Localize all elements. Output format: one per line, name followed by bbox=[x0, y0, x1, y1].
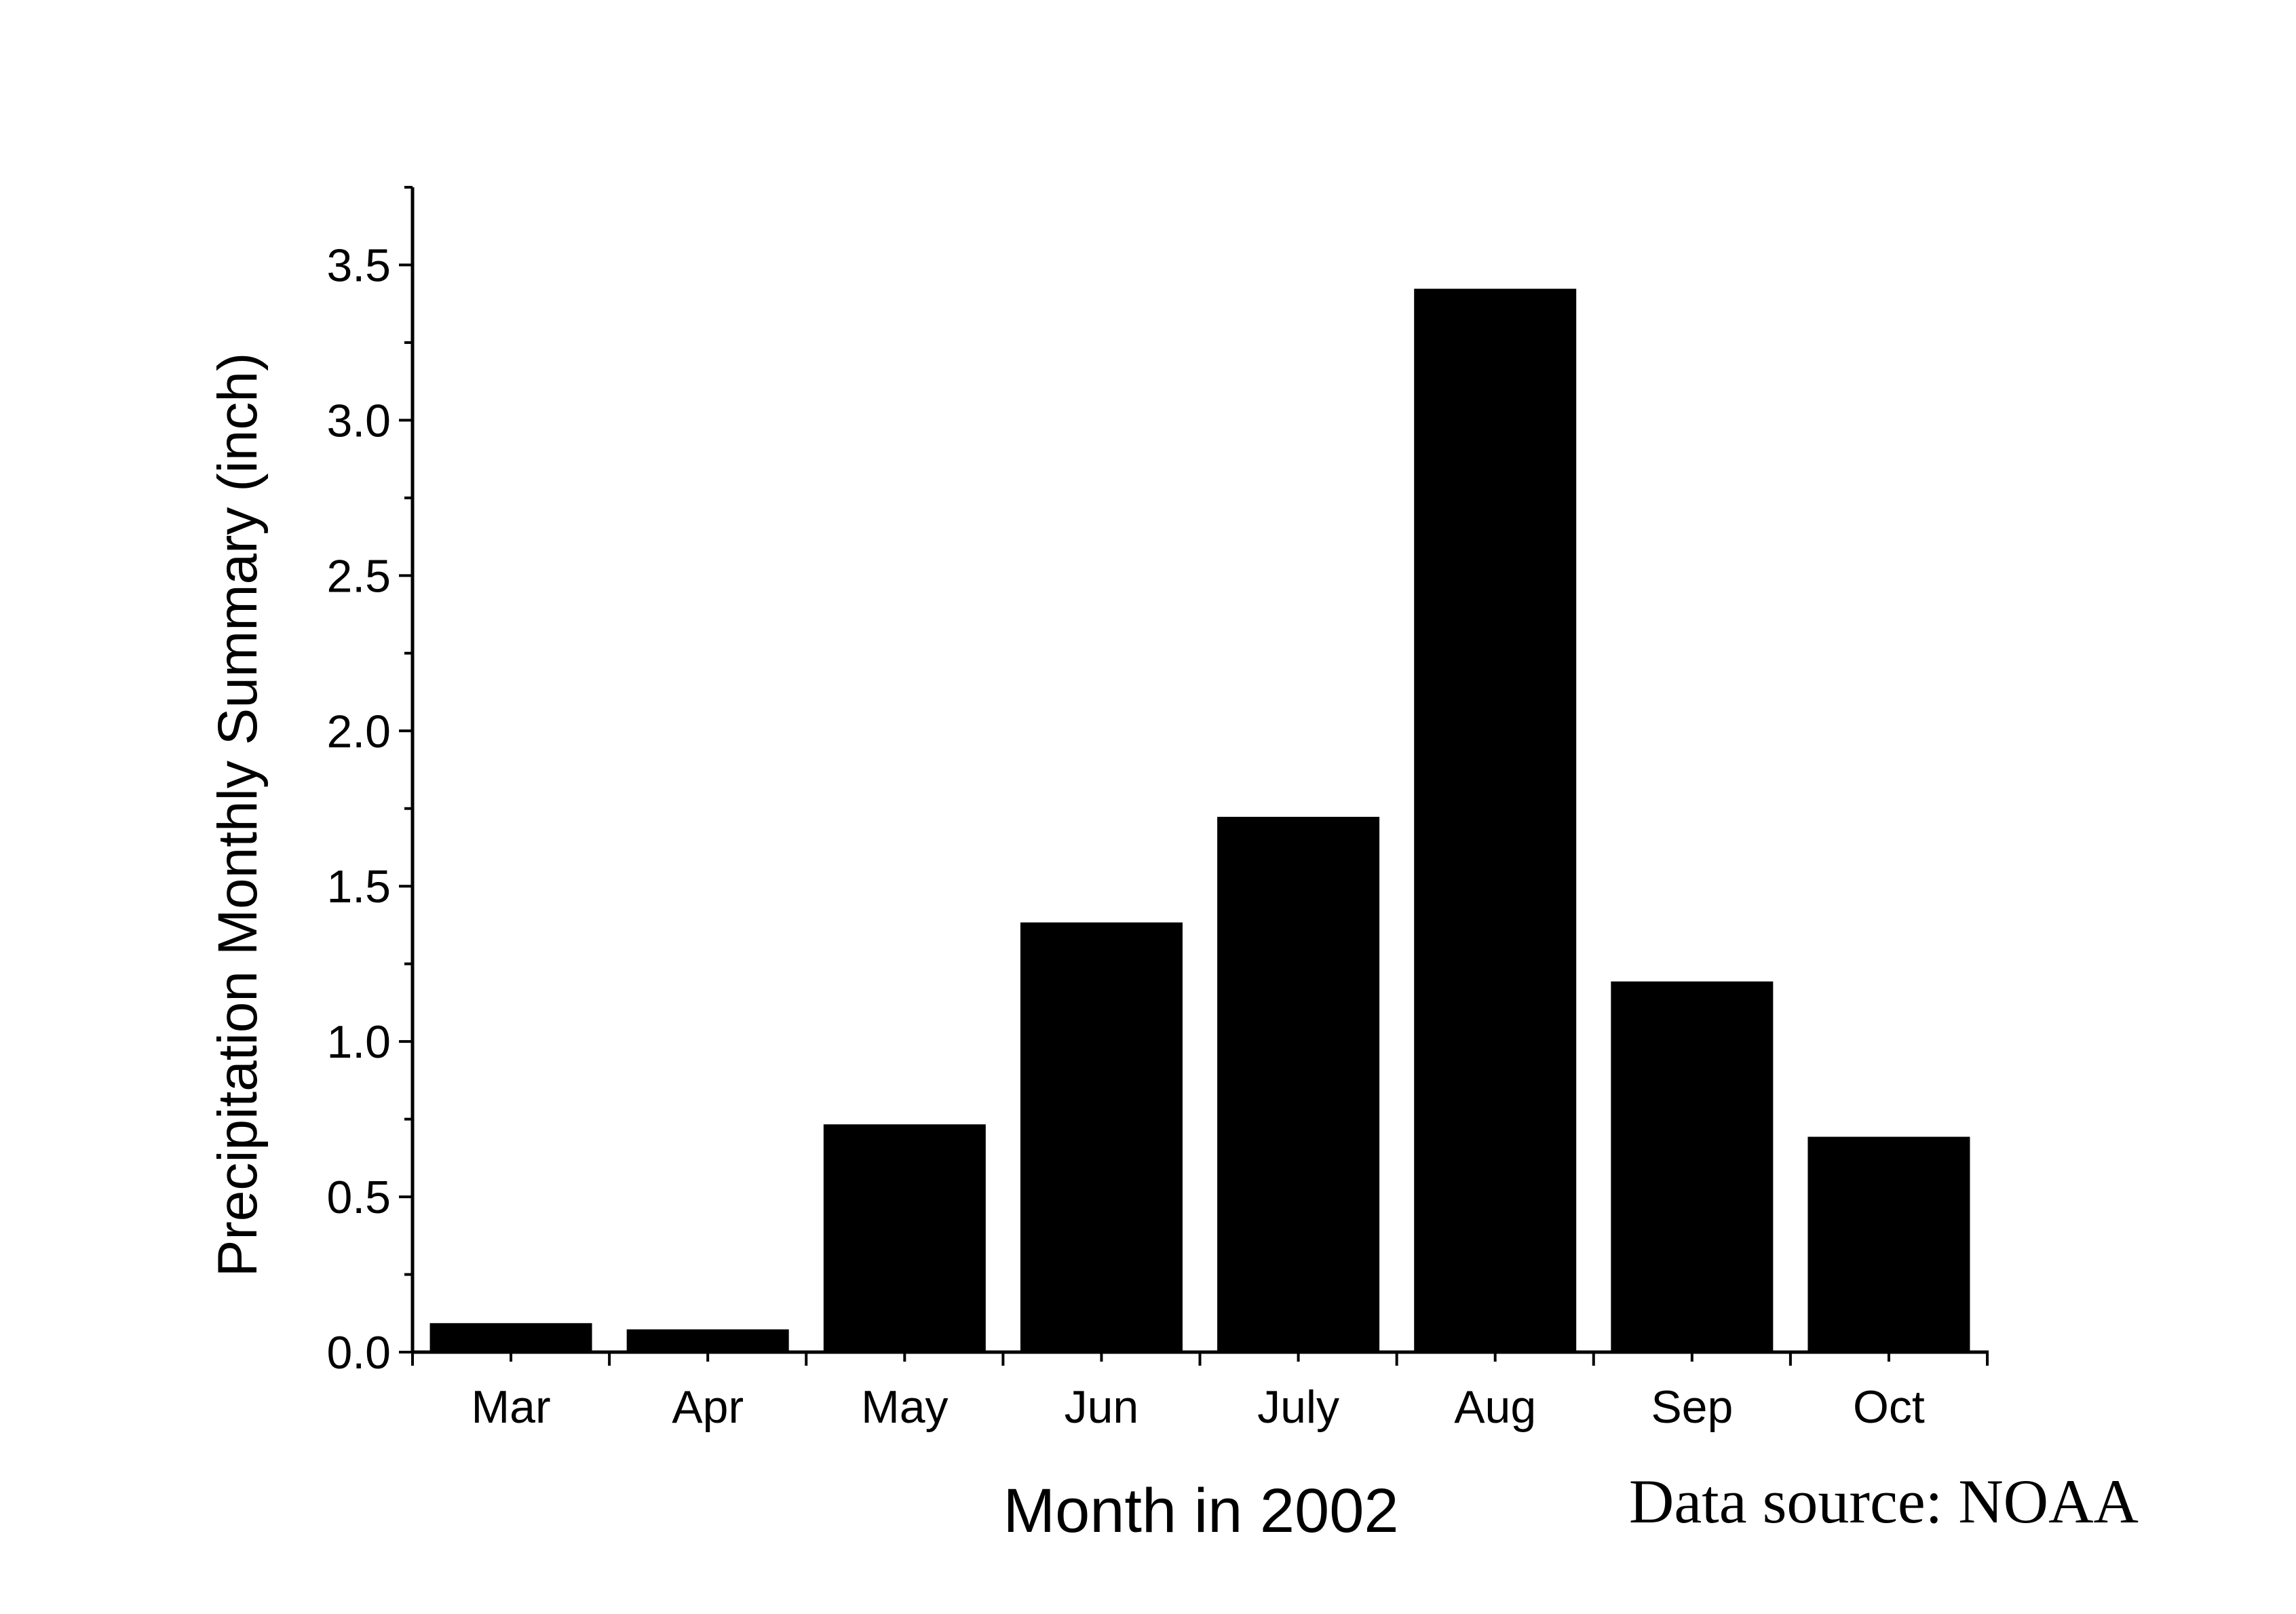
x-tick-label: Oct bbox=[1853, 1381, 1925, 1433]
y-tick-label: 0.0 bbox=[326, 1327, 391, 1379]
y-tick-label: 1.5 bbox=[326, 861, 391, 912]
y-tick-labels: 0.0 0.5 1.0 1.5 2.0 2.5 3.0 3.5 bbox=[326, 239, 391, 1379]
x-tick-label: Apr bbox=[672, 1381, 744, 1433]
x-tick-labels: Mar Apr May Jun July Aug Sep Oct bbox=[472, 1381, 1925, 1433]
y-tick-label: 2.5 bbox=[326, 550, 391, 602]
bars bbox=[429, 288, 1970, 1353]
bar-oct bbox=[1807, 1136, 1970, 1353]
bar-jun bbox=[1020, 922, 1183, 1353]
y-tick-label: 0.5 bbox=[326, 1172, 391, 1223]
y-tick-label: 3.5 bbox=[326, 239, 391, 291]
x-axis-ticks bbox=[411, 1352, 1989, 1366]
data-source-annotation: Data source: NOAA bbox=[1629, 1467, 2139, 1536]
bar-may bbox=[823, 1124, 986, 1353]
x-tick-label: Jun bbox=[1065, 1381, 1139, 1433]
y-tick-label: 1.0 bbox=[326, 1016, 391, 1068]
x-axis-label: Month in 2002 bbox=[1003, 1476, 1398, 1545]
y-axis-label: Precipitation Monthly Summary (inch) bbox=[207, 353, 269, 1277]
y-tick-label: 3.0 bbox=[326, 395, 391, 446]
bar-sep bbox=[1611, 981, 1774, 1353]
x-tick-label: July bbox=[1257, 1381, 1339, 1433]
bar-july bbox=[1217, 816, 1380, 1353]
y-axis-ticks bbox=[399, 186, 413, 1353]
x-tick-label: Aug bbox=[1454, 1381, 1536, 1433]
x-tick-label: May bbox=[861, 1381, 948, 1433]
bar-apr bbox=[626, 1329, 789, 1353]
bar-mar bbox=[429, 1323, 592, 1353]
x-tick-label: Sep bbox=[1651, 1381, 1733, 1433]
x-tick-label: Mar bbox=[472, 1381, 551, 1433]
bar-aug bbox=[1414, 288, 1577, 1353]
y-tick-label: 2.0 bbox=[326, 706, 391, 757]
